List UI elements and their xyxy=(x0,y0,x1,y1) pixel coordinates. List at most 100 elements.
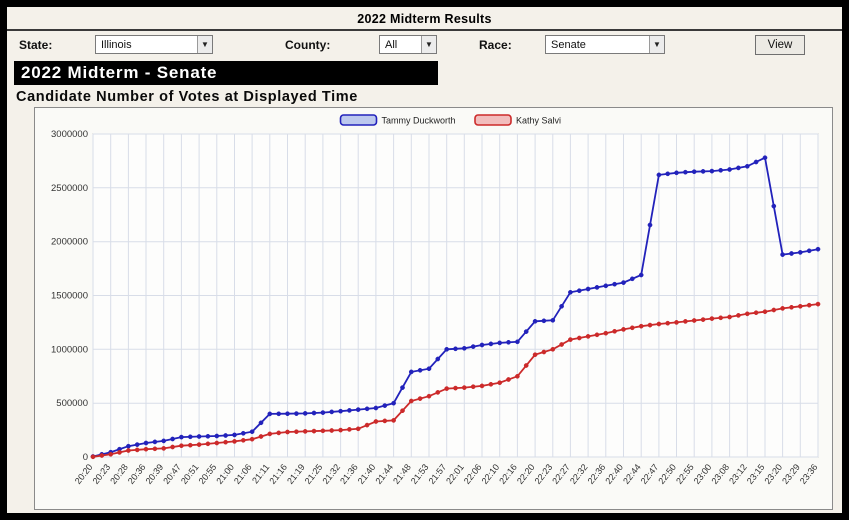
race-dropdown[interactable]: Senate ▼ xyxy=(545,35,665,54)
data-point xyxy=(479,383,485,389)
data-point xyxy=(267,411,273,417)
data-point xyxy=(470,384,476,390)
data-point xyxy=(585,286,591,292)
data-point xyxy=(355,407,361,412)
window-title-bar: 2022 Midterm Results xyxy=(7,7,842,31)
data-point xyxy=(744,311,750,317)
data-point xyxy=(762,155,768,161)
data-point xyxy=(408,398,414,404)
data-point xyxy=(576,288,582,294)
data-point xyxy=(461,345,467,351)
data-point xyxy=(550,346,556,352)
data-point xyxy=(320,428,326,434)
data-point xyxy=(674,320,679,325)
county-label: County: xyxy=(285,38,331,52)
data-point xyxy=(179,443,184,449)
x-tick-label: 21:57 xyxy=(427,462,449,486)
data-point xyxy=(90,454,96,460)
data-point xyxy=(497,340,503,346)
data-point xyxy=(656,172,662,178)
data-point xyxy=(400,385,405,390)
x-tick-label: 21:40 xyxy=(356,462,378,486)
data-point xyxy=(232,432,237,438)
data-point xyxy=(240,430,246,436)
data-point xyxy=(603,283,609,289)
data-point xyxy=(364,422,370,428)
x-tick-label: 22:27 xyxy=(550,462,572,486)
data-point xyxy=(302,411,308,416)
data-point xyxy=(338,427,343,433)
data-point xyxy=(700,317,706,322)
data-point xyxy=(736,165,741,171)
state-label: State: xyxy=(19,38,53,52)
state-dropdown[interactable]: Illinois ▼ xyxy=(95,35,213,54)
view-button[interactable]: View xyxy=(755,35,805,55)
data-point xyxy=(603,330,609,336)
data-point xyxy=(612,328,617,334)
x-tick-label: 20:20 xyxy=(73,462,95,486)
data-point xyxy=(576,335,582,341)
data-point xyxy=(515,373,520,379)
data-point xyxy=(214,433,220,439)
data-point xyxy=(532,318,538,324)
x-tick-label: 22:23 xyxy=(533,462,555,486)
x-tick-label: 23:08 xyxy=(709,462,731,486)
data-point xyxy=(196,434,202,439)
x-tick-label: 22:36 xyxy=(586,462,608,486)
data-point xyxy=(391,400,396,406)
data-point xyxy=(559,303,564,309)
data-point xyxy=(541,349,547,355)
data-point xyxy=(267,431,273,437)
data-point xyxy=(488,341,494,347)
data-point xyxy=(806,248,812,254)
data-point xyxy=(665,320,671,326)
data-point xyxy=(647,322,653,328)
data-point xyxy=(276,430,282,436)
data-point xyxy=(285,429,290,435)
data-point xyxy=(656,321,662,327)
data-point xyxy=(329,409,335,415)
legend-swatch xyxy=(339,114,378,126)
x-tick-label: 21:36 xyxy=(338,462,360,486)
data-point xyxy=(479,342,485,348)
race-label: Race: xyxy=(479,38,512,52)
x-tick-label: 22:06 xyxy=(462,462,484,486)
data-point xyxy=(780,306,785,311)
data-point xyxy=(638,323,644,329)
data-point xyxy=(718,167,724,173)
data-point xyxy=(249,429,255,435)
x-tick-label: 22:32 xyxy=(568,462,590,486)
data-point xyxy=(674,170,679,176)
data-point xyxy=(683,319,688,324)
data-point xyxy=(771,307,777,313)
data-point xyxy=(143,446,149,452)
data-point xyxy=(187,434,193,440)
data-point xyxy=(815,246,821,252)
data-point xyxy=(240,437,246,443)
data-point xyxy=(541,318,547,324)
chevron-down-icon: ▼ xyxy=(197,36,212,53)
legend-swatch xyxy=(474,114,512,126)
x-tick-label: 22:50 xyxy=(656,462,678,486)
data-point xyxy=(444,346,450,352)
data-point xyxy=(444,386,450,391)
x-tick-label: 20:23 xyxy=(91,462,113,486)
data-point xyxy=(161,446,167,451)
x-tick-label: 22:01 xyxy=(444,462,466,486)
data-point xyxy=(497,380,503,386)
race-title-banner: 2022 Midterm - Senate xyxy=(14,61,438,85)
data-point xyxy=(205,433,211,439)
data-point xyxy=(223,433,228,438)
data-point xyxy=(161,438,167,444)
data-point xyxy=(629,276,635,282)
data-point xyxy=(532,352,538,358)
y-tick-label: 3000000 xyxy=(51,129,88,140)
data-point xyxy=(223,439,228,445)
data-point xyxy=(108,451,114,457)
county-dropdown[interactable]: All ▼ xyxy=(379,35,437,54)
data-point xyxy=(179,434,184,440)
data-point xyxy=(780,252,785,257)
data-point xyxy=(170,436,175,442)
data-point xyxy=(453,385,458,391)
y-tick-label: 1000000 xyxy=(51,344,88,355)
